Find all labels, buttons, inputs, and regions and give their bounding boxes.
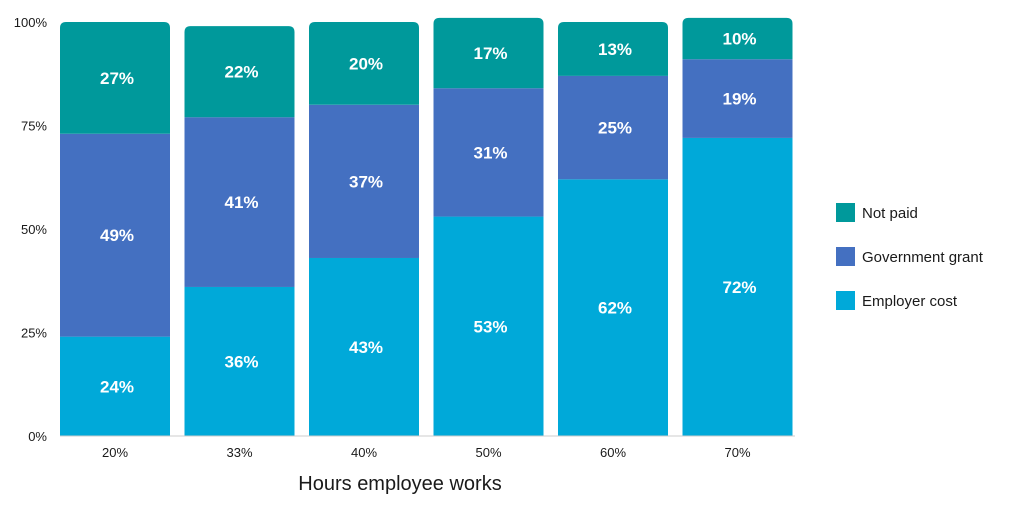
bar-data-label: 27%: [100, 69, 134, 88]
x-tick-label: 20%: [102, 445, 128, 460]
y-axis: 0% 25% 50% 75% 100%: [14, 15, 48, 444]
legend-swatch: [836, 291, 855, 310]
x-axis-title: Hours employee works: [298, 473, 501, 495]
legend-swatch: [836, 203, 855, 222]
legend-label: Not paid: [862, 205, 918, 222]
y-tick-label: 0%: [28, 429, 47, 444]
bar-segment: [60, 22, 170, 134]
bar-data-label: 53%: [473, 317, 507, 336]
legend: Not paid Government grant Employer cost: [836, 203, 984, 310]
legend-item: Not paid: [836, 203, 918, 222]
x-tick-label: 33%: [226, 445, 252, 460]
bar-segment: [682, 59, 793, 138]
bar-stack: 53% 31% 17%: [433, 17, 544, 436]
bar-data-label: 20%: [349, 54, 383, 73]
bar-segment: [309, 104, 419, 258]
legend-label: Government grant: [862, 249, 984, 266]
bar-segment: [433, 216, 544, 436]
y-tick-label: 25%: [21, 326, 47, 341]
x-tick-label: 60%: [600, 445, 626, 460]
legend-item: Employer cost: [836, 291, 958, 310]
bar-data-label: 31%: [473, 143, 507, 162]
bar-segment: [558, 75, 668, 180]
bar-data-label: 36%: [224, 352, 258, 371]
bar-segment: [60, 133, 170, 337]
bar-segment: [558, 179, 668, 436]
bar-stack: 24% 49% 27%: [60, 22, 170, 436]
x-tick-label: 70%: [724, 445, 750, 460]
bar-data-label: 10%: [722, 30, 756, 49]
bar-data-label: 17%: [473, 44, 507, 63]
legend-label: Employer cost: [862, 293, 958, 310]
bar-segment: [309, 257, 419, 436]
bar-data-label: 19%: [722, 90, 756, 109]
bar-data-label: 62%: [598, 299, 632, 318]
legend-swatch: [836, 247, 855, 266]
bar-segment: [433, 17, 544, 89]
bar-data-label: 24%: [100, 377, 134, 396]
bar-segment: [184, 286, 295, 436]
bar-segment: [184, 117, 295, 287]
bar-segment: [433, 88, 544, 217]
x-tick-label: 50%: [475, 445, 501, 460]
bar-data-label: 49%: [100, 226, 134, 245]
x-axis: 20% 33% 40% 50% 60% 70%: [102, 445, 751, 460]
bar-data-label: 22%: [224, 63, 258, 82]
bars-group: 24% 49% 27% 36% 41% 22% 43% 37% 20% 53% 31% 17% 62% 2…: [60, 17, 793, 437]
y-tick-label: 50%: [21, 222, 47, 237]
bar-stack: 62% 25% 13%: [558, 22, 668, 436]
bar-data-label: 43%: [349, 338, 383, 357]
legend-item: Government grant: [836, 247, 984, 266]
bar-stack: 43% 37% 20%: [309, 22, 419, 436]
bar-data-label: 41%: [224, 193, 258, 212]
bar-data-label: 37%: [349, 172, 383, 191]
bar-segment: [184, 26, 295, 118]
bar-stack: 36% 41% 22%: [184, 26, 295, 436]
bar-segment: [309, 22, 419, 105]
x-tick-label: 40%: [351, 445, 377, 460]
bar-stack: 72% 19% 10%: [682, 17, 793, 437]
y-tick-label: 100%: [14, 15, 48, 30]
bar-segment: [558, 22, 668, 76]
y-tick-label: 75%: [21, 119, 47, 134]
bar-data-label: 25%: [598, 119, 632, 138]
bar-data-label: 72%: [722, 278, 756, 297]
bar-segment: [682, 17, 793, 60]
bar-segment: [682, 137, 793, 437]
bar-segment: [60, 336, 170, 436]
bar-data-label: 13%: [598, 40, 632, 59]
